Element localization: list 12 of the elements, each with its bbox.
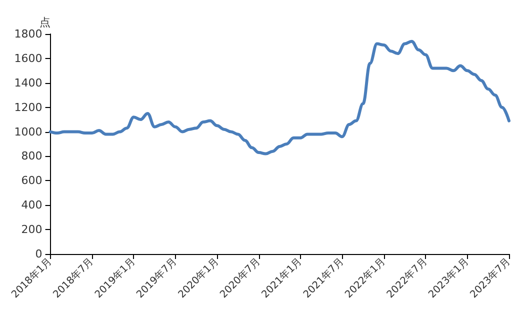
y-tick-label: 400: [21, 198, 42, 212]
y-tick-label: 800: [21, 150, 42, 163]
y-axis-title: 点: [39, 16, 50, 29]
y-tick-label: 600: [21, 174, 42, 188]
y-tick-label: 200: [21, 223, 42, 236]
y-tick-label: 1600: [14, 52, 42, 65]
y-tick-label: 1400: [14, 76, 42, 90]
y-tick-label: 1800: [14, 28, 42, 40]
y-tick-label: 0: [35, 248, 42, 260]
y-tick-label: 1000: [14, 125, 42, 138]
y-tick-label: 1200: [14, 100, 42, 114]
line-series: [48, 40, 510, 156]
